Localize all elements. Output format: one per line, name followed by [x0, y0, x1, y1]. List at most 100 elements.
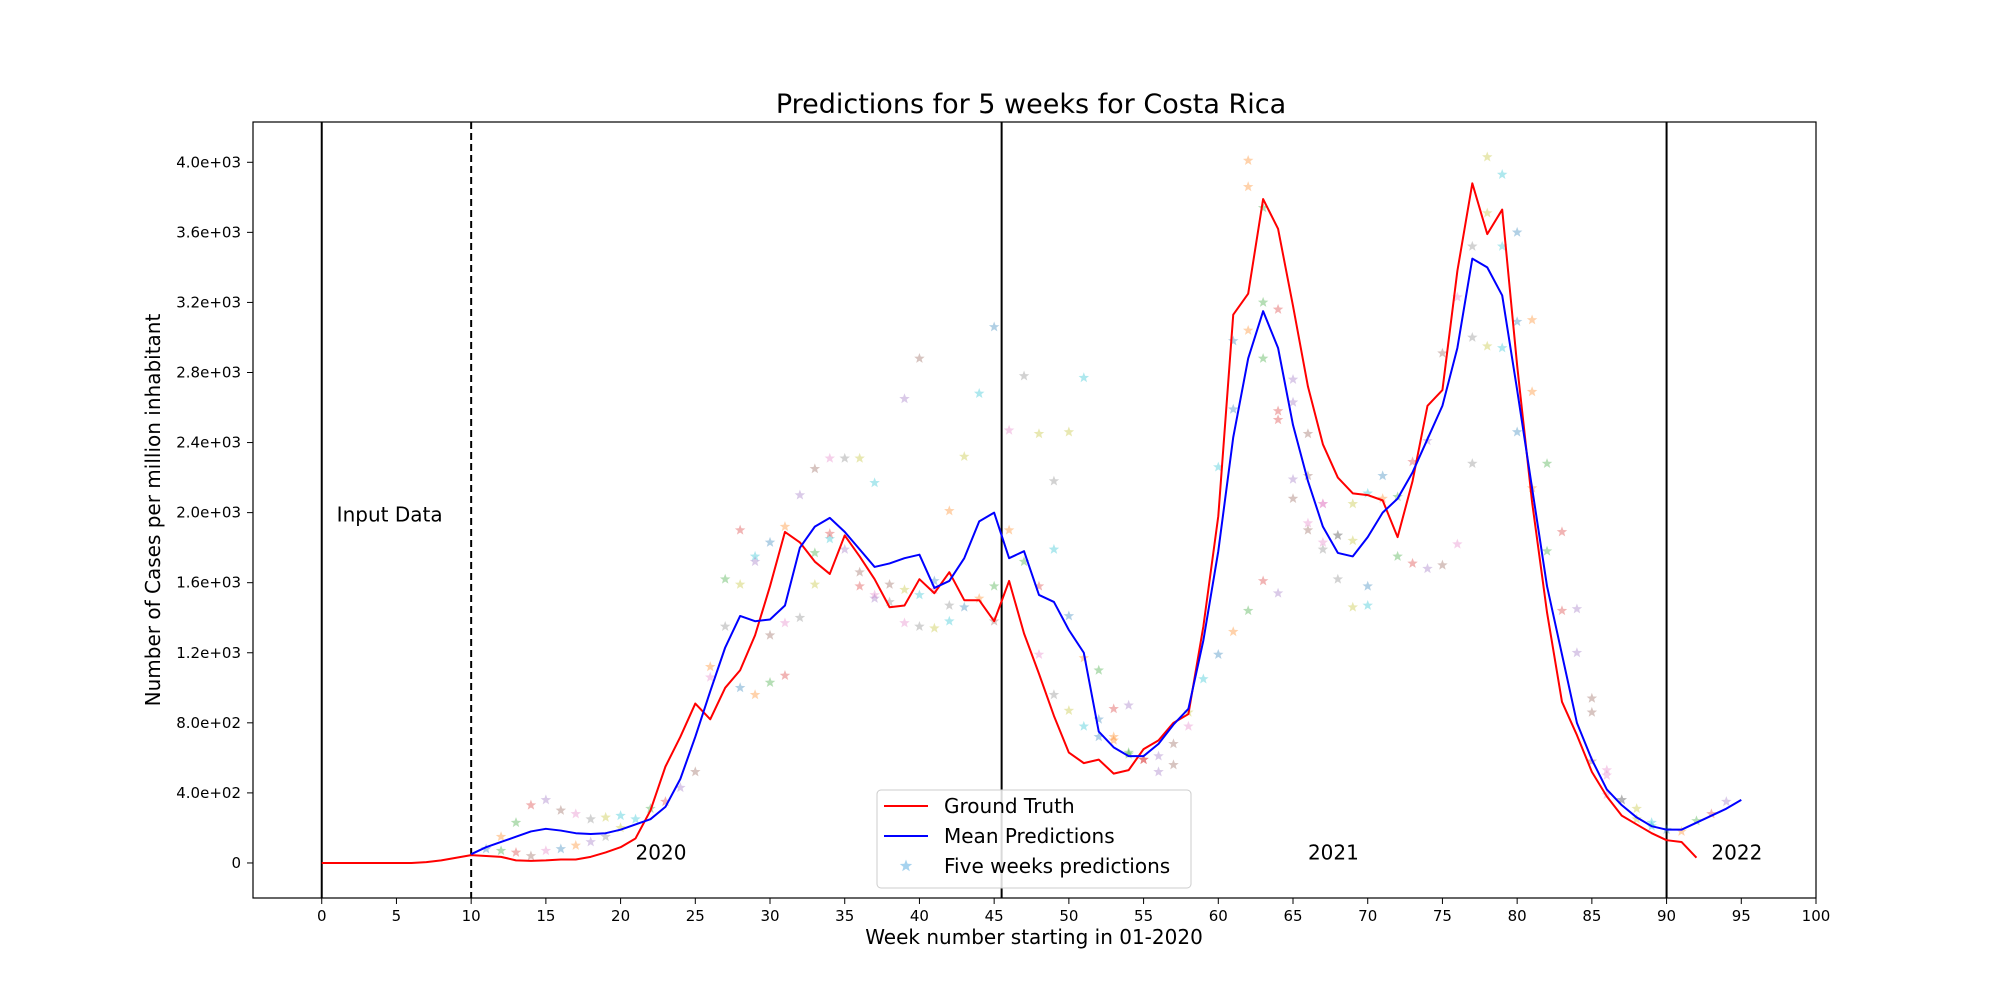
prediction-point — [1586, 692, 1598, 703]
prediction-point — [1601, 769, 1613, 780]
x-tick-label: 25 — [686, 907, 705, 925]
x-tick-label: 15 — [536, 907, 555, 925]
annotation-text: 2022 — [1711, 840, 1762, 864]
x-tick-label: 45 — [985, 907, 1004, 925]
x-tick-label: 0 — [317, 907, 327, 925]
annotations: Input Data 2020 2021 2022 — [337, 502, 1763, 864]
y-tick-label: 3.6e+03 — [176, 223, 241, 241]
prediction-point — [944, 615, 955, 626]
prediction-point — [675, 782, 686, 793]
prediction-point — [809, 547, 821, 558]
prediction-point — [869, 592, 880, 603]
prediction-point — [1213, 649, 1224, 659]
prediction-point — [988, 580, 1000, 591]
prediction-point — [1272, 303, 1284, 314]
prediction-point — [1721, 796, 1732, 807]
prediction-point — [1571, 647, 1583, 658]
prediction-point — [1482, 151, 1493, 162]
legend-label-five-weeks-predictions: Five weeks predictions — [944, 854, 1170, 878]
prediction-point — [869, 589, 880, 600]
prediction-point — [630, 813, 641, 824]
prediction-point — [540, 794, 552, 805]
prediction-point — [779, 521, 791, 532]
prediction-point — [1168, 738, 1179, 749]
prediction-point — [1362, 599, 1373, 610]
prediction-point — [734, 524, 746, 535]
y-tick-label: 8.0e+02 — [176, 714, 241, 732]
prediction-point — [1302, 524, 1314, 535]
x-tick-label: 30 — [760, 907, 779, 925]
y-tick-label: 2.8e+03 — [176, 363, 241, 381]
prediction-point — [1078, 372, 1090, 383]
prediction-point — [570, 839, 581, 850]
x-tick-label: 50 — [1059, 907, 1078, 925]
prediction-point — [779, 617, 791, 628]
x-tick-label: 85 — [1582, 907, 1601, 925]
prediction-point — [525, 850, 537, 861]
prediction-point — [1287, 473, 1299, 484]
prediction-point — [1287, 396, 1299, 407]
prediction-point — [944, 599, 955, 610]
prediction-point — [749, 689, 761, 700]
x-tick-label: 80 — [1508, 907, 1527, 925]
prediction-point — [839, 543, 850, 554]
chart-title: Predictions for 5 weeks for Costa Rica — [776, 89, 1286, 120]
prediction-point — [600, 811, 611, 822]
prediction-point — [959, 601, 970, 612]
x-tick-label: 40 — [910, 907, 929, 925]
x-axis-label: Week number starting in 01-2020 — [865, 925, 1203, 949]
prediction-point — [1063, 426, 1075, 437]
prediction-point — [869, 477, 880, 488]
prediction-point — [1631, 813, 1642, 824]
prediction-point — [1332, 529, 1344, 540]
prediction-point — [1138, 754, 1149, 765]
prediction-point — [1347, 601, 1359, 612]
prediction-point — [1347, 535, 1359, 546]
prediction-point — [1242, 181, 1254, 192]
prediction-point — [1631, 803, 1642, 814]
prediction-point — [1377, 493, 1388, 504]
prediction-point — [1168, 759, 1179, 770]
prediction-point — [1511, 316, 1523, 327]
plot-frame — [252, 121, 1817, 899]
prediction-point — [884, 578, 895, 589]
prediction-point — [1302, 428, 1314, 439]
prediction-point — [1018, 556, 1030, 567]
prediction-point — [525, 799, 537, 810]
prediction-point — [764, 536, 776, 547]
prediction-point — [1213, 461, 1224, 472]
prediction-point — [1257, 575, 1269, 586]
prediction-point — [824, 533, 836, 544]
prediction-point — [1541, 545, 1553, 556]
prediction-point — [1691, 815, 1702, 826]
prediction-point — [480, 843, 492, 854]
prediction-point — [794, 612, 806, 623]
prediction-point — [809, 578, 821, 589]
prediction-point — [1257, 202, 1269, 213]
x-tick-label: 75 — [1433, 907, 1452, 925]
prediction-point — [1198, 673, 1209, 684]
prediction-point — [1287, 374, 1299, 384]
y-tick-label: 0 — [231, 854, 241, 872]
prediction-point — [1362, 487, 1373, 498]
annotation-text: Input Data — [337, 502, 443, 526]
y-tick-label: 2.4e+03 — [176, 434, 241, 452]
prediction-point — [1392, 491, 1403, 502]
prediction-point — [1616, 794, 1627, 805]
legend-label-mean-predictions: Mean Predictions — [944, 824, 1115, 848]
prediction-point — [899, 393, 910, 404]
prediction-point — [615, 822, 626, 833]
prediction-point — [1093, 731, 1104, 742]
prediction-point — [1482, 340, 1493, 351]
prediction-point — [1123, 747, 1134, 758]
annotation-text: 2021 — [1308, 840, 1359, 864]
x-tick-label: 20 — [611, 907, 630, 925]
prediction-point — [749, 550, 761, 561]
prediction-point — [1511, 226, 1523, 237]
prediction-point — [1646, 817, 1657, 828]
prediction-point — [1153, 750, 1164, 761]
prediction-point — [914, 589, 925, 600]
prediction-point — [1242, 324, 1254, 335]
prediction-point — [1108, 731, 1119, 742]
prediction-point — [1467, 458, 1478, 469]
